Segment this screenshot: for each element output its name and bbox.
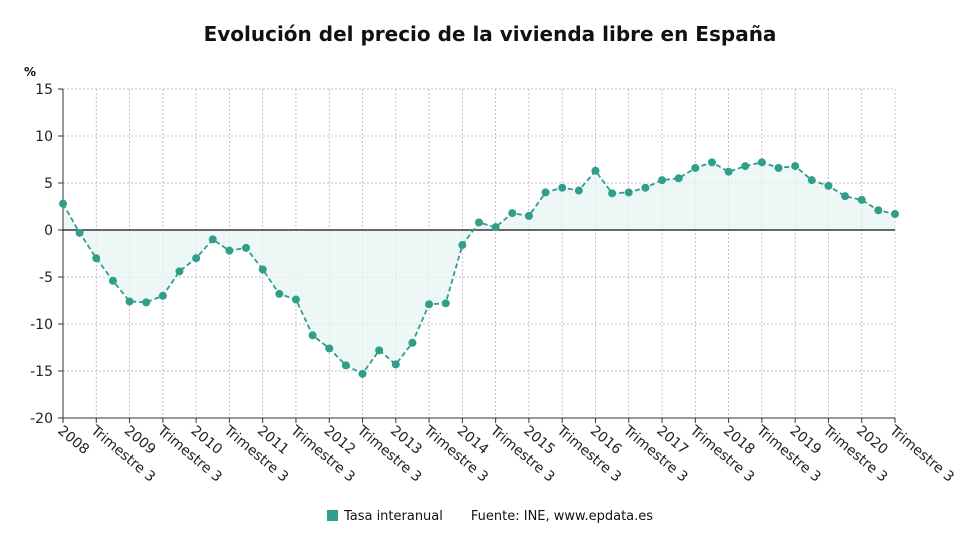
y-tick-label: 15 xyxy=(35,82,53,98)
data-point xyxy=(574,186,583,195)
data-point xyxy=(591,166,600,175)
data-point xyxy=(475,218,483,227)
data-point xyxy=(641,183,650,192)
data-point xyxy=(508,209,517,218)
data-point xyxy=(142,298,151,307)
data-point xyxy=(308,331,317,340)
data-point xyxy=(791,162,800,171)
y-tick-label: -10 xyxy=(30,317,53,333)
data-point xyxy=(558,183,567,192)
data-point xyxy=(158,291,167,300)
data-point xyxy=(291,295,300,304)
y-tick-label: 10 xyxy=(35,129,53,145)
legend: Tasa interanual Fuente: INE, www.epdata.e… xyxy=(0,509,980,524)
data-point xyxy=(75,228,84,237)
y-axis-unit: % xyxy=(24,65,37,79)
data-point xyxy=(757,158,766,167)
data-point xyxy=(774,163,783,172)
source-note: Fuente: INE, www.epdata.es xyxy=(470,509,654,524)
data-point xyxy=(208,235,217,244)
data-point xyxy=(824,181,833,190)
y-tick-label: -15 xyxy=(30,364,53,380)
series-area xyxy=(63,162,895,374)
data-point xyxy=(674,174,683,183)
data-point xyxy=(707,158,716,167)
data-point xyxy=(441,299,450,308)
data-point xyxy=(541,188,550,197)
data-point xyxy=(524,211,533,220)
legend-swatch xyxy=(326,510,338,521)
data-point xyxy=(375,346,384,355)
data-point xyxy=(59,199,67,208)
data-point xyxy=(108,276,117,285)
data-point xyxy=(857,195,866,204)
data-point xyxy=(874,206,883,215)
data-point xyxy=(225,246,234,255)
data-point xyxy=(175,267,184,276)
data-point xyxy=(658,176,667,185)
data-point xyxy=(608,189,617,198)
y-tick-label: 5 xyxy=(44,176,53,192)
x-tick-label: Trimestre 3 xyxy=(886,422,957,485)
data-point xyxy=(341,361,350,370)
data-point xyxy=(192,254,201,263)
data-point xyxy=(92,254,101,263)
data-point xyxy=(691,163,700,172)
data-point xyxy=(425,300,434,309)
data-point xyxy=(724,167,733,176)
data-point xyxy=(125,297,134,306)
y-tick-label: -20 xyxy=(30,411,53,427)
data-point xyxy=(325,344,334,353)
data-point xyxy=(741,162,750,171)
y-tick-label: 0 xyxy=(44,223,53,239)
data-point xyxy=(807,176,816,185)
data-point xyxy=(391,360,400,369)
chart-title: Evolución del precio de la vivienda libr… xyxy=(203,22,777,46)
data-point xyxy=(624,188,633,197)
data-point xyxy=(275,289,284,298)
data-point xyxy=(408,338,417,347)
data-point xyxy=(242,243,251,252)
data-point xyxy=(891,210,899,219)
data-point xyxy=(358,369,367,378)
x-tick-label: 2008 xyxy=(54,423,92,458)
data-point xyxy=(841,192,850,201)
data-point xyxy=(258,265,267,274)
y-tick-label: -5 xyxy=(39,270,53,286)
legend-label: Tasa interanual xyxy=(343,509,443,524)
data-point xyxy=(458,241,467,250)
data-point xyxy=(491,223,500,232)
